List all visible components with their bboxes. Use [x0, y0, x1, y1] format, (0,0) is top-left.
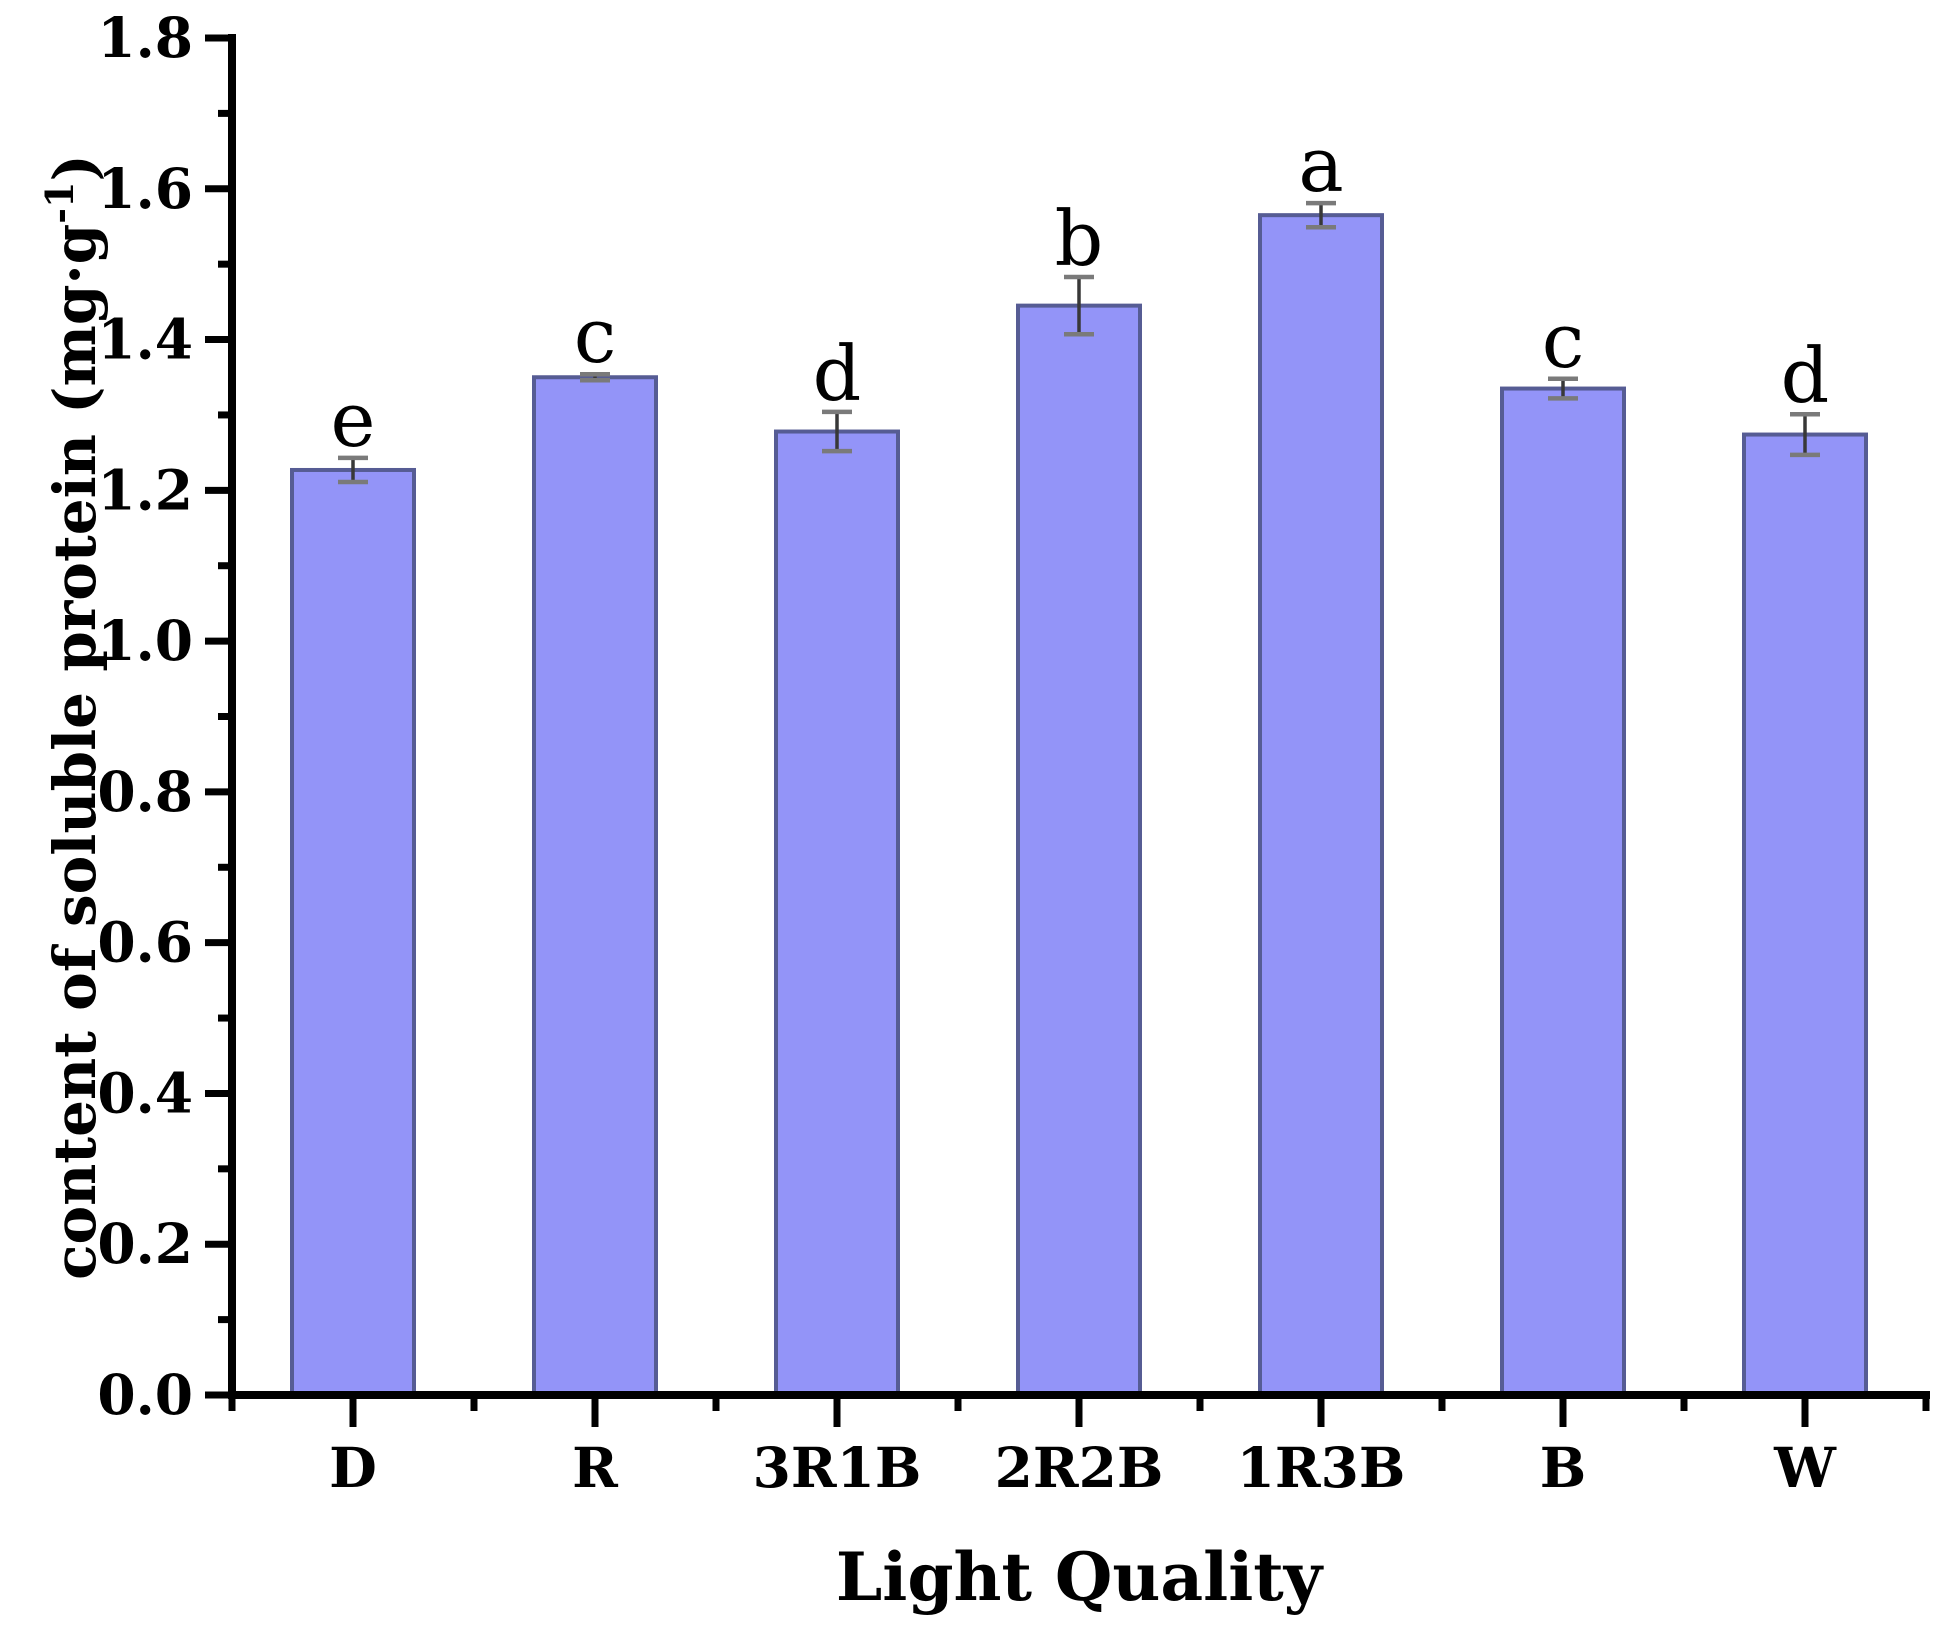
x-tick-label-R: R	[572, 1435, 619, 1500]
bars	[290, 213, 1868, 1398]
y-tick-labels: 0.0 0.2 0.4 0.6 0.8 1.0 1.2 1.4 1.6 1.8	[97, 5, 193, 1427]
y-tick-label-0.0: 0.0	[97, 1362, 193, 1427]
bar-2R2B	[1016, 303, 1142, 1397]
bar-D	[290, 467, 416, 1397]
x-tick-labels: D R 3R1B 2R2B 1R3B B W	[329, 1435, 1837, 1500]
x-tick-label-W: W	[1773, 1435, 1837, 1500]
bar-3R1B	[774, 429, 900, 1397]
bar-W	[1742, 432, 1868, 1398]
x-tick-label-B: B	[1540, 1435, 1587, 1500]
sig-letter-1R3B: a	[1298, 120, 1343, 209]
y-tick-label-0.8: 0.8	[97, 759, 193, 824]
y-tick-label-0.2: 0.2	[97, 1211, 193, 1276]
x-ticks	[228, 1395, 1930, 1427]
x-axis-title: Light Quality	[836, 1538, 1324, 1616]
y-tick-label-1.4: 1.4	[97, 307, 193, 372]
y-tick-label-0.4: 0.4	[97, 1060, 193, 1125]
y-tick-label-1.2: 1.2	[97, 457, 193, 522]
sig-letter-D: e	[331, 375, 376, 464]
x-tick-label-2R2B: 2R2B	[995, 1435, 1164, 1500]
sig-letter-B: c	[1542, 296, 1585, 385]
y-tick-label-0.6: 0.6	[97, 910, 193, 975]
x-tick-label-3R1B: 3R1B	[753, 1435, 922, 1500]
y-tick-label-1.0: 1.0	[97, 608, 193, 673]
sig-letter-2R2B: b	[1055, 194, 1104, 283]
x-tick-label-1R3B: 1R3B	[1237, 1435, 1406, 1500]
error-bars	[338, 200, 1820, 485]
y-tick-label-1.6: 1.6	[97, 156, 193, 221]
y-ticks	[205, 34, 232, 1399]
sig-letters: e c d b a c d	[331, 120, 1830, 464]
bar-B	[1500, 386, 1626, 1397]
sig-letter-R: c	[574, 291, 617, 380]
x-tick-label-D: D	[329, 1435, 377, 1500]
sig-letter-W: d	[1781, 331, 1830, 420]
bar-R	[532, 375, 658, 1397]
y-tick-label-1.8: 1.8	[97, 5, 193, 70]
y-axis-title: content of soluble protein (mg·g-1)	[37, 154, 109, 1280]
sig-letter-3R1B: d	[813, 329, 862, 418]
bar-1R3B	[1258, 213, 1384, 1397]
